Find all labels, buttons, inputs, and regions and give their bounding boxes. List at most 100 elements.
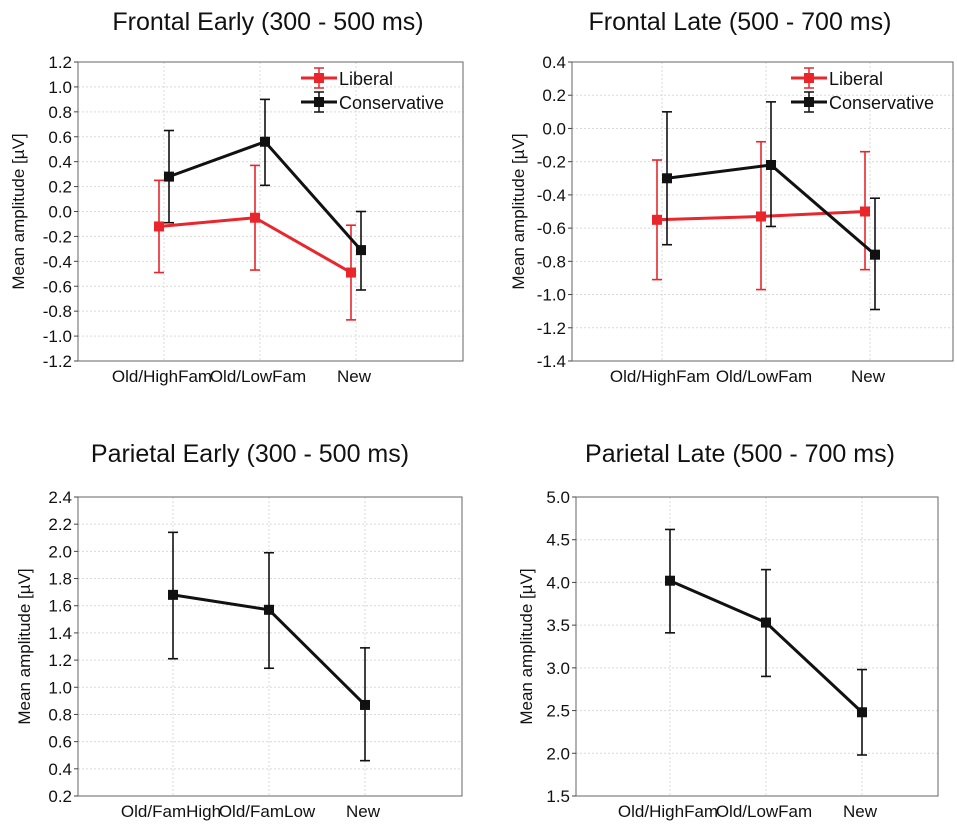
data-point — [250, 212, 260, 223]
data-point — [652, 214, 662, 225]
data-point — [260, 136, 270, 147]
legend-swatch-marker — [804, 73, 814, 83]
legend-swatch-marker — [804, 97, 814, 107]
y-tick-label: 1.2 — [48, 53, 72, 72]
y-tick-label: 1.8 — [48, 570, 72, 589]
chart-panel-2: Frontal Late (500 - 700 ms) 0.4 0.2 0.0 -0.2… — [509, 8, 954, 386]
y-tick-label: 0.2 — [542, 86, 566, 105]
legend: Liberal Conservative — [791, 67, 934, 113]
x-tick-label: New — [851, 367, 886, 386]
y-tick-label: -1.0 — [43, 327, 72, 346]
y-tick-label: 1.2 — [48, 651, 72, 670]
y-tick-label: 1.0 — [48, 678, 72, 697]
chart-title: Parietal Early (300 - 500 ms) — [91, 440, 409, 468]
y-axis-label: Mean amplitude [µV] — [15, 568, 34, 724]
y-tick-label: 1.5 — [546, 787, 570, 806]
series-conservative — [662, 101, 880, 311]
data-point — [870, 249, 880, 260]
y-tick-label: 0.6 — [48, 128, 72, 147]
legend-swatch-marker — [314, 73, 324, 83]
y-tick-label: 4.0 — [546, 573, 570, 592]
y-axis-label: Mean amplitude [µV] — [509, 133, 528, 289]
y-tick-label: 0.8 — [48, 103, 72, 122]
y-tick-label: 2.2 — [48, 515, 72, 534]
y-tick-label: 5.0 — [546, 488, 570, 507]
y-tick-label: 0.2 — [48, 178, 72, 197]
legend-label: Conservative — [829, 93, 934, 113]
y-tick-label: -1.2 — [43, 352, 72, 371]
y-tick-label: 2.0 — [546, 744, 570, 763]
legend-label: Liberal — [339, 69, 393, 89]
data-point — [766, 159, 776, 170]
data-point — [164, 171, 174, 182]
data-point — [761, 617, 771, 628]
y-tick-label: -0.2 — [43, 227, 72, 246]
legend-label: Conservative — [339, 93, 444, 113]
y-tick-label: 0.0 — [48, 203, 72, 222]
y-tick-label: 2.4 — [48, 488, 72, 507]
x-tick-label: Old/LowFam — [716, 802, 812, 821]
chart-title: Frontal Late (500 - 700 ms) — [589, 8, 892, 36]
chart-title: Parietal Late (500 - 700 ms) — [585, 440, 895, 468]
data-point — [756, 211, 766, 222]
data-point — [665, 575, 675, 586]
y-tick-label: 0.4 — [48, 153, 72, 172]
plot-frame — [77, 496, 463, 797]
data-point — [662, 173, 672, 184]
data-point — [360, 699, 370, 710]
series-liberal — [652, 140, 870, 291]
y-tick-label: 0.2 — [48, 787, 72, 806]
x-tick-label: New — [346, 802, 381, 821]
x-tick-label: Old/HighFam — [112, 367, 212, 386]
series-conservative — [164, 98, 366, 291]
y-axis-label: Mean amplitude [µV] — [9, 133, 28, 289]
legend-label: Liberal — [829, 69, 883, 89]
plot-frame — [571, 61, 954, 362]
y-tick-label: 0.0 — [542, 119, 566, 138]
legend: Liberal Conservative — [301, 67, 444, 113]
x-tick-label: Old/LowFam — [210, 367, 306, 386]
x-tick-label: New — [843, 802, 878, 821]
data-point — [857, 707, 867, 718]
legend-swatch-marker — [314, 97, 324, 107]
y-tick-label: -1.4 — [537, 352, 566, 371]
y-tick-label: 3.0 — [546, 659, 570, 678]
data-point — [356, 245, 366, 256]
series-main — [168, 531, 370, 762]
x-tick-label: Old/FamHigh — [121, 802, 221, 821]
y-tick-label: 2.0 — [48, 542, 72, 561]
x-tick-label: Old/HighFam — [618, 802, 718, 821]
y-tick-label: -0.4 — [537, 186, 566, 205]
y-tick-label: -0.6 — [537, 219, 566, 238]
y-tick-label: 0.6 — [48, 733, 72, 752]
y-tick-label: 4.5 — [546, 531, 570, 550]
x-tick-label: Old/LowFam — [716, 367, 812, 386]
y-tick-label: 0.8 — [48, 705, 72, 724]
series-liberal — [154, 164, 356, 321]
data-point — [860, 206, 870, 217]
y-tick-label: -1.0 — [537, 286, 566, 305]
y-tick-label: 0.4 — [48, 760, 72, 779]
y-tick-label: -0.6 — [43, 277, 72, 296]
y-tick-label: -0.8 — [537, 252, 566, 271]
data-point — [168, 589, 178, 600]
y-tick-label: -0.2 — [537, 153, 566, 172]
y-tick-label: 3.5 — [546, 616, 570, 635]
data-point — [154, 221, 164, 232]
data-point — [346, 267, 356, 278]
x-tick-label: New — [337, 367, 372, 386]
y-tick-label: 1.6 — [48, 597, 72, 616]
plot-frame — [575, 496, 939, 797]
y-tick-label: 1.4 — [48, 624, 72, 643]
data-point — [264, 604, 274, 615]
y-tick-label: 2.5 — [546, 702, 570, 721]
chart-title: Frontal Early (300 - 500 ms) — [112, 8, 423, 36]
chart-panel-1: Frontal Early (300 - 500 ms) 1.2 1.0 0.8 0.6… — [9, 8, 464, 386]
y-tick-label: -0.8 — [43, 302, 72, 321]
chart-panel-4: Parietal Late (500 - 700 ms) 5.0 4.5 4.0 3.5… — [517, 440, 939, 821]
y-tick-label: -1.2 — [537, 319, 566, 338]
y-tick-label: 0.4 — [542, 53, 566, 72]
y-tick-label: -0.4 — [43, 252, 72, 271]
chart-panel-3: Parietal Early (300 - 500 ms) 2.4 2.2 2.0 1.… — [15, 440, 463, 821]
